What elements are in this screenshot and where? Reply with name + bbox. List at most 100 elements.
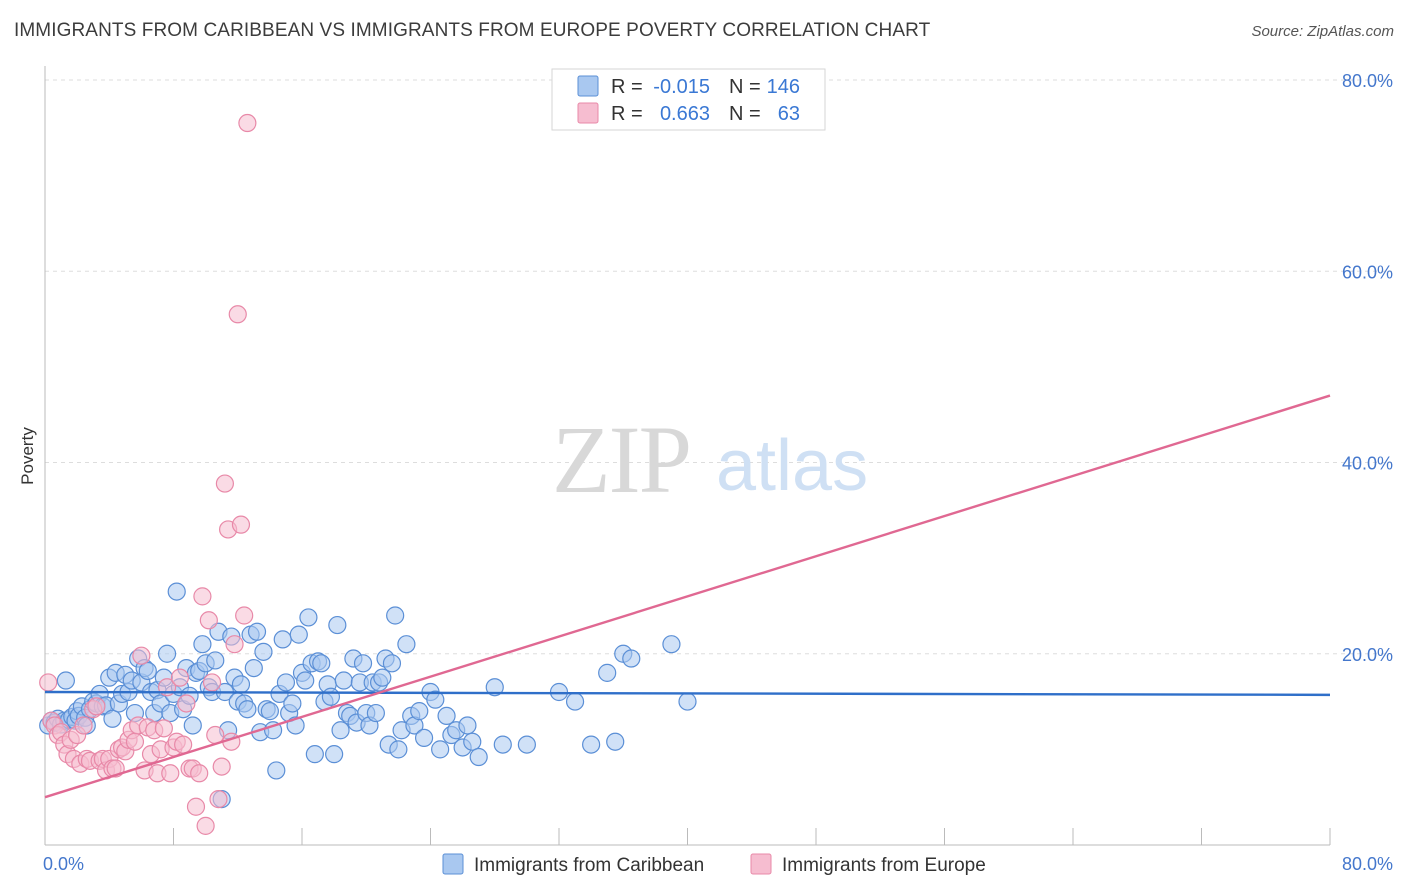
- y-axis-label: Poverty: [18, 427, 37, 485]
- caribbean-point: [463, 732, 482, 751]
- europe-point: [202, 673, 222, 692]
- caribbean-point: [254, 642, 273, 661]
- legend-n-label-caribbean: N =: [729, 76, 761, 98]
- caribbean-point: [312, 654, 331, 673]
- europe-point: [215, 474, 234, 493]
- caribbean-point: [193, 635, 212, 654]
- y-tick-labels: 20.0% 40.0% 60.0% 80.0%: [1342, 71, 1393, 665]
- caribbean-point: [386, 606, 405, 625]
- caribbean-point: [414, 728, 434, 748]
- legend-r-value-caribbean: -0.015: [653, 76, 710, 98]
- caribbean-point: [565, 692, 585, 711]
- trend-line-europe: [44, 394, 1331, 799]
- europe-point: [132, 646, 151, 665]
- caribbean-point: [231, 675, 251, 694]
- caribbean-point: [267, 761, 286, 780]
- caribbean-point: [260, 702, 279, 721]
- europe-point: [186, 797, 206, 816]
- caribbean-point: [389, 740, 408, 759]
- caribbean-point: [331, 721, 350, 740]
- caribbean-point: [582, 735, 601, 754]
- europe-point: [235, 606, 254, 625]
- chart-source: Source: ZipAtlas.com: [1251, 23, 1394, 40]
- caribbean-point: [373, 668, 392, 687]
- europe-point: [39, 673, 58, 692]
- caribbean-point: [598, 663, 617, 682]
- caribbean-point: [321, 687, 341, 706]
- caribbean-point: [517, 735, 536, 754]
- bottom-legend-label-europe: Immigrants from Europe: [782, 855, 986, 876]
- caribbean-point: [289, 625, 308, 644]
- caribbean-point: [606, 732, 625, 751]
- caribbean-point: [273, 630, 292, 649]
- legend-n-label-europe: N =: [729, 103, 761, 125]
- caribbean-point: [138, 661, 157, 681]
- caribbean-point: [283, 694, 302, 713]
- europe-point: [74, 716, 93, 735]
- caribbean-point: [469, 747, 488, 767]
- y-tick-label: 80.0%: [1342, 71, 1393, 91]
- europe-point: [196, 816, 215, 835]
- bottom-legend-label-caribbean: Immigrants from Caribbean: [474, 855, 704, 876]
- legend-bottom: Immigrants from Caribbean Immigrants fro…: [442, 853, 986, 876]
- caribbean-point: [247, 622, 267, 641]
- legend-top: R = -0.015 N = 146 R = 0.663 N = 63: [551, 68, 826, 131]
- caribbean-point: [299, 608, 318, 627]
- europe-point: [190, 764, 209, 783]
- europe-point: [209, 789, 228, 809]
- caribbean-point: [296, 671, 315, 690]
- caribbean-point: [458, 716, 477, 735]
- europe-point: [154, 719, 173, 738]
- grid-lines: [45, 79, 1392, 655]
- watermark-zip: ZIP: [552, 406, 690, 513]
- series-europe-points: [39, 113, 257, 835]
- caribbean-point: [103, 709, 122, 728]
- caribbean-point: [353, 654, 373, 673]
- legend-n-value-caribbean: 146: [767, 76, 800, 98]
- europe-point: [125, 732, 145, 751]
- europe-point: [238, 113, 257, 133]
- caribbean-point: [206, 651, 225, 670]
- caribbean-point: [328, 615, 347, 635]
- y-tick-label: 60.0%: [1342, 262, 1393, 282]
- caribbean-point: [305, 745, 324, 764]
- europe-point: [174, 735, 193, 754]
- caribbean-point: [437, 706, 456, 726]
- x-tick-label-max: 80.0%: [1342, 854, 1393, 874]
- caribbean-point: [485, 678, 504, 697]
- legend-r-label-europe: R =: [611, 103, 643, 125]
- europe-point: [225, 635, 244, 654]
- legend-n-value-europe: 63: [778, 103, 800, 125]
- europe-point: [228, 305, 247, 324]
- trend-line-caribbean: [44, 690, 1331, 697]
- caribbean-point: [410, 702, 429, 721]
- europe-point: [212, 757, 231, 776]
- bottom-legend-swatch-caribbean: [442, 853, 464, 875]
- legend-r-value-europe: 0.663: [660, 103, 710, 125]
- trend-lines: [44, 394, 1331, 799]
- caribbean-point: [622, 649, 641, 668]
- europe-point: [193, 587, 212, 606]
- x-tick-label-min: 0.0%: [43, 854, 84, 874]
- caribbean-point: [183, 716, 202, 735]
- caribbean-point: [157, 644, 177, 663]
- caribbean-point: [334, 671, 353, 690]
- caribbean-point: [244, 658, 263, 678]
- europe-point: [199, 611, 218, 630]
- caribbean-point: [662, 635, 681, 654]
- caribbean-point: [366, 703, 385, 723]
- europe-point: [177, 694, 196, 713]
- caribbean-point: [678, 692, 697, 711]
- europe-point: [87, 697, 106, 716]
- caribbean-point: [493, 735, 512, 754]
- caribbean-point: [325, 745, 344, 764]
- legend-swatch-caribbean: [577, 75, 599, 97]
- watermark: ZIP atlas: [552, 406, 868, 513]
- caribbean-point: [382, 654, 402, 673]
- y-tick-label: 20.0%: [1342, 645, 1393, 665]
- legend-swatch-europe: [577, 102, 599, 124]
- legend-r-label-caribbean: R =: [611, 76, 643, 98]
- caribbean-point: [238, 700, 257, 719]
- europe-point: [170, 668, 190, 687]
